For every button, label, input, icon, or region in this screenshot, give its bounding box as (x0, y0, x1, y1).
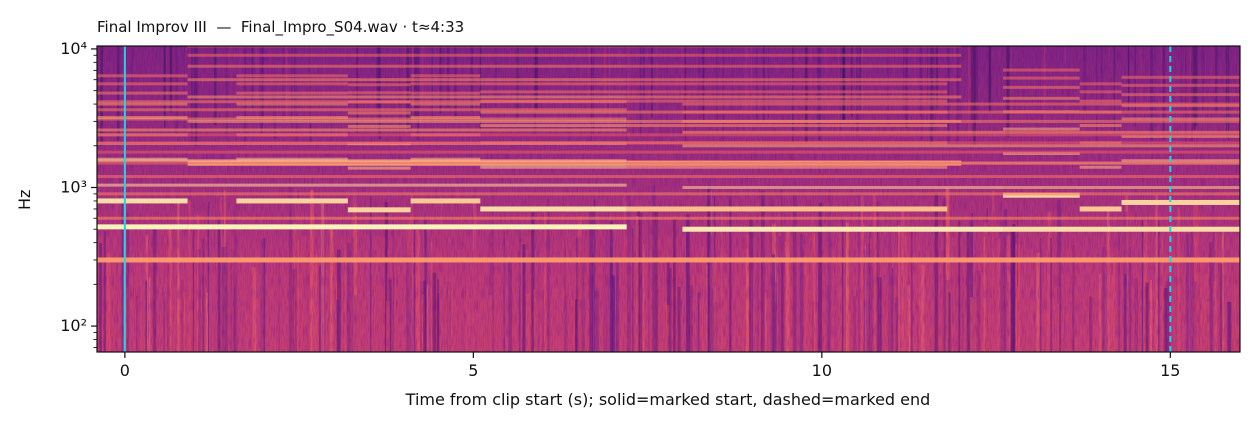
x-axis-ticks: 0 5 10 15 (120, 352, 1180, 380)
y-tick-label: 10³ (60, 178, 87, 197)
x-tick-label: 15 (1160, 361, 1180, 380)
chart-title: Final Improv III — Final_Impro_S04.wav ·… (97, 18, 465, 36)
y-tick-label: 10⁴ (60, 39, 87, 58)
x-tick-label: 5 (468, 361, 478, 380)
harmonic-band (1121, 75, 1240, 205)
harmonic-band (97, 133, 1240, 263)
y-tick-label: 10² (60, 316, 87, 335)
plot-frame (96, 45, 1241, 353)
x-tick-label: 0 (120, 361, 130, 380)
time-markers (123, 46, 1172, 352)
spectrogram-plot-area (97, 46, 1240, 352)
x-tick-label: 10 (812, 361, 832, 380)
y-axis-ticks: 10² 10³ 10⁴ (60, 39, 97, 348)
x-axis-label: Time from clip start (s); solid=marked s… (405, 390, 931, 409)
